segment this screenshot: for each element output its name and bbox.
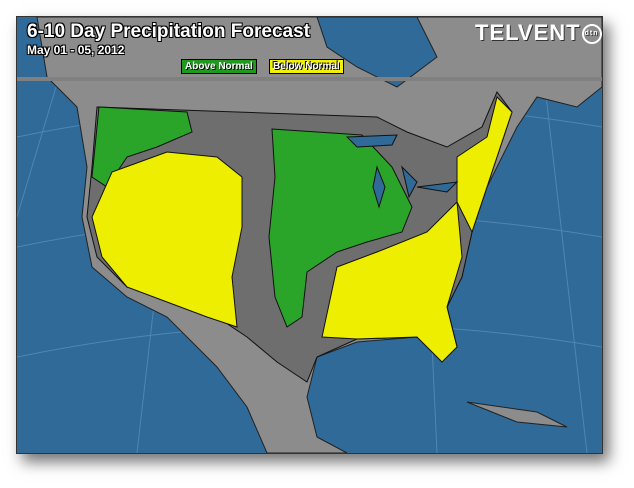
- telvent-logo: TELVENT dtn: [475, 20, 602, 46]
- header-divider: [17, 77, 602, 81]
- below-normal-southeast: [321, 200, 463, 363]
- cuba: [466, 401, 568, 428]
- map-canvas: [17, 17, 602, 453]
- great-lakes: [345, 134, 459, 209]
- below-normal-west: [91, 151, 243, 328]
- map-title: 6-10 Day Precipitation Forecast: [27, 21, 310, 42]
- dtn-badge-icon: dtn: [581, 24, 602, 45]
- below-normal-northeast: [456, 96, 513, 234]
- date-range: May 01 - 05, 2012: [27, 43, 125, 57]
- legend-below-normal: Below Normal: [269, 59, 344, 74]
- hudson-bay: [316, 17, 438, 88]
- forecast-map: 6-10 Day Precipitation Forecast May 01 -…: [16, 16, 603, 454]
- legend-above-normal: Above Normal: [181, 59, 257, 74]
- logo-text: TELVENT: [475, 20, 581, 45]
- above-normal-northwest: [91, 106, 193, 188]
